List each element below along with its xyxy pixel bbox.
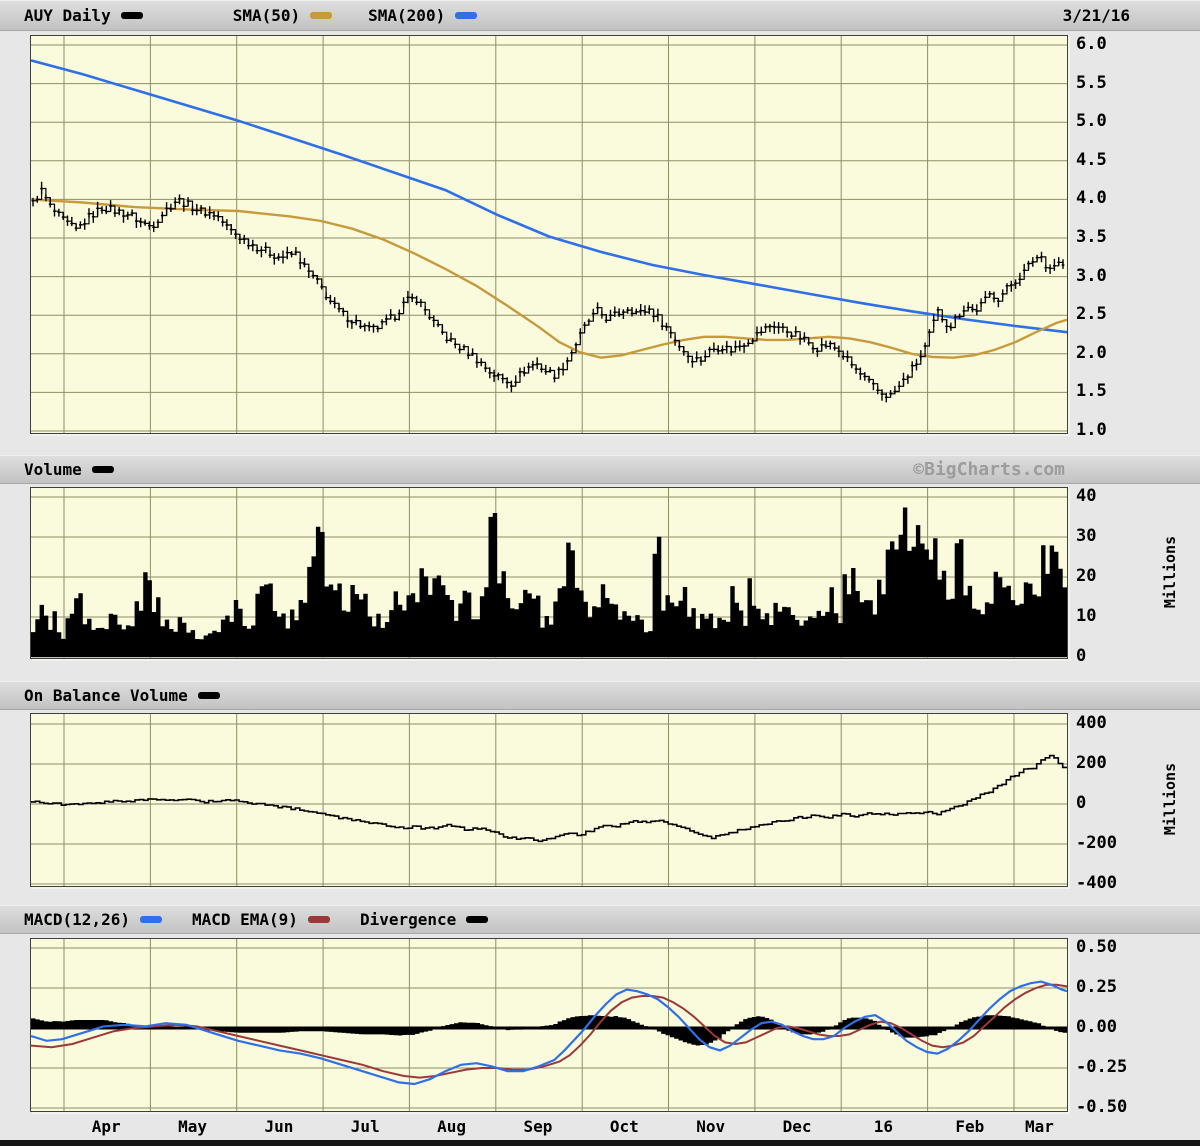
- obv-line: [31, 754, 1067, 843]
- price-tick-label: 4.5: [1076, 149, 1107, 170]
- price-tick-label: 5.0: [1076, 111, 1107, 132]
- price-line-swatch-icon: [120, 12, 143, 19]
- macd-ema-legend-label: MACD EMA(9): [191, 910, 298, 929]
- obv-swatch-icon: [197, 692, 220, 699]
- macd-line-swatch-icon: [139, 916, 162, 923]
- volume-title: Volume: [24, 460, 82, 479]
- volume-tick-label: 30: [1076, 526, 1097, 546]
- sma50-line-swatch-icon: [310, 12, 333, 19]
- macd-tick-label: 0.25: [1076, 977, 1117, 997]
- volume-swatch-icon: [91, 466, 114, 473]
- sma200-line: [31, 59, 1067, 334]
- price-tick-label: 3.5: [1076, 227, 1107, 247]
- macd-tick-label: -0.50: [1076, 1097, 1128, 1117]
- obv-tick-label: -400: [1076, 873, 1117, 893]
- month-label: Aug: [437, 1117, 467, 1136]
- title-bar: AUY Daily SMA(50) SMA(200) 3/21/16: [0, 0, 1200, 31]
- volume-plot: [30, 487, 1068, 659]
- month-label: Dec: [782, 1117, 812, 1136]
- month-label: Nov: [696, 1117, 726, 1136]
- macd-tick-label: -0.25: [1076, 1057, 1128, 1077]
- macd-ema-line-swatch-icon: [307, 916, 330, 923]
- month-label: Feb: [955, 1117, 985, 1136]
- macd-line: [31, 980, 1067, 1086]
- bottom-edge-strip: [0, 1140, 1200, 1146]
- macd-tick-label: 0.50: [1076, 937, 1117, 957]
- price-tick-label: 1.5: [1076, 381, 1107, 402]
- macd-legend-label: MACD(12,26): [24, 910, 130, 929]
- sma50-legend-label: SMA(50): [232, 6, 301, 25]
- sma200-line-swatch-icon: [455, 12, 478, 19]
- obv-plot: [30, 713, 1068, 887]
- macd-plot: [30, 938, 1068, 1112]
- month-label: Jul: [350, 1117, 380, 1136]
- bigcharts-watermark: ©BigCharts.com: [913, 459, 1065, 480]
- obv-tick-label: -200: [1076, 833, 1117, 853]
- volume-tick-label: 10: [1076, 606, 1097, 626]
- chart-date: 3/21/16: [1062, 6, 1130, 25]
- price-tick-label: 3.0: [1076, 265, 1107, 286]
- volume-tick-label: 40: [1076, 486, 1097, 506]
- price-tick-label: 6.0: [1076, 34, 1107, 54]
- sma200-legend-label: SMA(200): [368, 6, 446, 25]
- volume-axis-unit: Millions: [1161, 535, 1179, 609]
- chart-title: AUY Daily: [24, 6, 111, 25]
- macd-ema-line: [31, 983, 1067, 1079]
- price-tick-label: 2.0: [1076, 342, 1107, 363]
- macd-tick-label: 0.00: [1076, 1017, 1117, 1037]
- price-ohlc-bars: [31, 181, 1065, 403]
- obv-header: On Balance Volume: [0, 681, 1200, 710]
- obv-tick-label: 400: [1076, 713, 1107, 733]
- price-tick-label: 2.5: [1076, 304, 1107, 325]
- volume-bars: [31, 507, 1067, 657]
- price-plot: [30, 35, 1068, 434]
- month-label: May: [178, 1117, 207, 1136]
- volume-tick-label: 20: [1076, 566, 1097, 586]
- obv-tick-label: 0: [1076, 793, 1087, 813]
- obv-title: On Balance Volume: [24, 686, 188, 705]
- obv-axis-unit: Millions: [1161, 762, 1179, 836]
- month-label: Oct: [609, 1117, 639, 1136]
- obv-tick-label: 200: [1076, 753, 1107, 773]
- month-label: Jun: [264, 1117, 294, 1136]
- price-tick-label: 5.5: [1076, 72, 1107, 93]
- month-label: Mar: [1025, 1117, 1054, 1136]
- divergence-legend-label: Divergence: [359, 910, 457, 929]
- volume-tick-label: 0: [1076, 646, 1087, 666]
- month-label: 16: [873, 1117, 894, 1136]
- sma50-line: [31, 198, 1067, 359]
- price-tick-label: 1.0: [1076, 420, 1107, 440]
- macd-header: MACD(12,26) MACD EMA(9) Divergence: [0, 905, 1200, 934]
- month-label: Sep: [523, 1117, 553, 1136]
- month-label: Apr: [91, 1117, 121, 1136]
- volume-header: Volume ©BigCharts.com: [0, 455, 1200, 484]
- divergence-swatch-icon: [466, 916, 489, 923]
- price-tick-label: 4.0: [1076, 188, 1107, 209]
- price-close-steps: [33, 187, 1064, 398]
- macd-divergence-bars: [31, 1015, 1067, 1046]
